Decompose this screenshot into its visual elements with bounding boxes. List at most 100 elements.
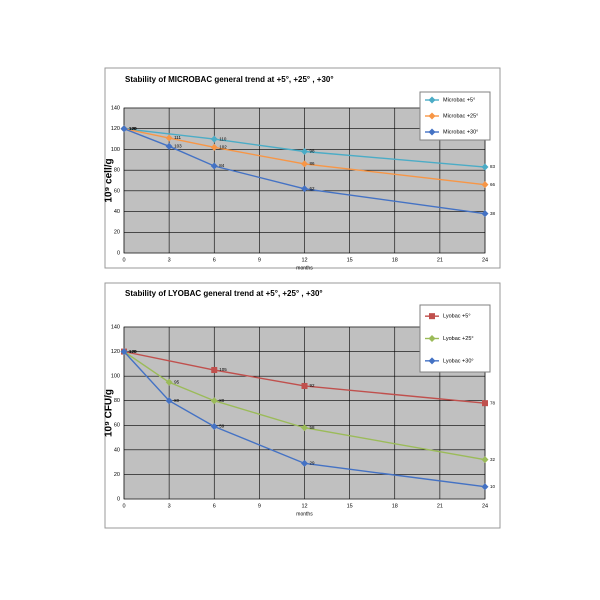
y-tick-label: 0 [117, 496, 120, 502]
y-tick-label: 140 [111, 324, 120, 330]
data-point [428, 335, 436, 342]
x-tick-label: 3 [168, 257, 171, 263]
x-tick-label: 18 [392, 503, 398, 509]
x-tick-label: 6 [213, 257, 216, 263]
series-line [123, 350, 486, 404]
data-point [428, 112, 436, 120]
data-label: 84 [219, 163, 225, 168]
data-label: 62 [310, 186, 316, 191]
data-point [120, 348, 128, 356]
x-tick-label: 9 [258, 503, 261, 509]
data-label: 120 [129, 349, 137, 354]
x-tick-label: 9 [258, 257, 261, 263]
x-tick-label: 21 [437, 257, 443, 263]
y-tick-label: 80 [114, 168, 120, 174]
x-tick-label: 15 [347, 503, 353, 509]
legend-label: Lyobac +5° [443, 314, 471, 320]
x-axis-label: months [296, 511, 313, 517]
x-tick-label: 12 [301, 503, 307, 509]
data-label: 10 [490, 484, 496, 489]
y-axis-label: 10⁹ CFU/g [104, 389, 115, 437]
data-point [481, 456, 489, 464]
data-label: 111 [174, 135, 181, 140]
data-point [301, 148, 308, 155]
data-label: 110 [219, 136, 227, 141]
data-point [210, 162, 218, 170]
y-tick-label: 100 [111, 374, 120, 380]
data-point [211, 367, 218, 373]
x-tick-label: 24 [482, 257, 488, 263]
data-point [428, 357, 436, 365]
data-label: 103 [174, 144, 182, 149]
y-tick-label: 120 [111, 349, 120, 355]
y-tick-label: 140 [111, 105, 120, 111]
x-tick-label: 15 [347, 257, 353, 263]
data-label: 80 [174, 398, 180, 403]
data-label: 83 [490, 164, 496, 169]
y-tick-label: 20 [114, 230, 120, 236]
y-tick-label: 100 [111, 147, 120, 153]
chart-title: Stability of MICROBAC general trend at +… [125, 75, 334, 84]
data-label: 58 [310, 425, 316, 430]
data-label: 95 [174, 379, 180, 384]
data-label: 120 [129, 126, 137, 131]
legend-label: Lyobac +25° [443, 336, 474, 342]
data-label: 86 [310, 161, 316, 166]
data-point [481, 163, 489, 171]
data-label: 32 [490, 457, 496, 462]
y-axis-label: 10⁹ cell/g [104, 158, 115, 202]
data-point [481, 210, 489, 218]
y-tick-label: 0 [117, 250, 120, 256]
y-tick-label: 20 [114, 472, 120, 478]
data-point [165, 134, 173, 142]
chart-title: Stability of LYOBAC general trend at +5°… [125, 289, 323, 298]
data-point [210, 143, 218, 151]
x-tick-label: 18 [392, 257, 398, 263]
data-label: 38 [490, 211, 496, 216]
data-point [481, 181, 489, 189]
y-tick-label: 60 [114, 188, 120, 194]
data-label: 102 [219, 145, 227, 150]
data-point [301, 459, 308, 467]
x-axis-label: months [296, 265, 313, 271]
x-tick-label: 21 [437, 503, 443, 509]
y-tick-label: 80 [114, 398, 120, 404]
data-point [165, 378, 173, 386]
data-point [429, 313, 435, 320]
data-point [120, 125, 128, 133]
data-label: 78 [490, 400, 496, 405]
x-tick-label: 3 [168, 503, 171, 509]
data-label: 120 [129, 349, 137, 354]
data-label: 120 [129, 349, 137, 354]
y-tick-label: 60 [114, 423, 120, 429]
data-point [428, 128, 436, 136]
data-point [301, 185, 308, 193]
x-tick-label: 12 [301, 257, 307, 263]
data-label: 105 [219, 367, 227, 372]
data-point [428, 96, 436, 104]
data-point [210, 423, 218, 431]
data-label: 59 [219, 424, 225, 429]
data-label: 120 [129, 126, 137, 131]
data-point [301, 160, 308, 168]
data-label: 92 [310, 383, 316, 388]
data-point [210, 135, 218, 143]
data-label: 29 [310, 461, 316, 466]
data-point [165, 397, 173, 405]
legend-label: Microbac +25° [443, 113, 478, 119]
data-label: 80 [219, 398, 225, 403]
data-point [165, 142, 173, 150]
data-point [301, 424, 308, 432]
x-tick-label: 24 [482, 503, 488, 509]
x-tick-label: 0 [122, 257, 125, 263]
x-tick-label: 0 [122, 503, 125, 509]
legend-label: Microbac +5° [443, 97, 475, 103]
data-point [481, 483, 489, 491]
y-tick-label: 40 [114, 209, 120, 215]
data-label: 66 [490, 182, 496, 187]
data-label: 120 [129, 126, 137, 131]
data-point [482, 400, 488, 407]
legend-label: Lyobac +30° [443, 358, 474, 364]
